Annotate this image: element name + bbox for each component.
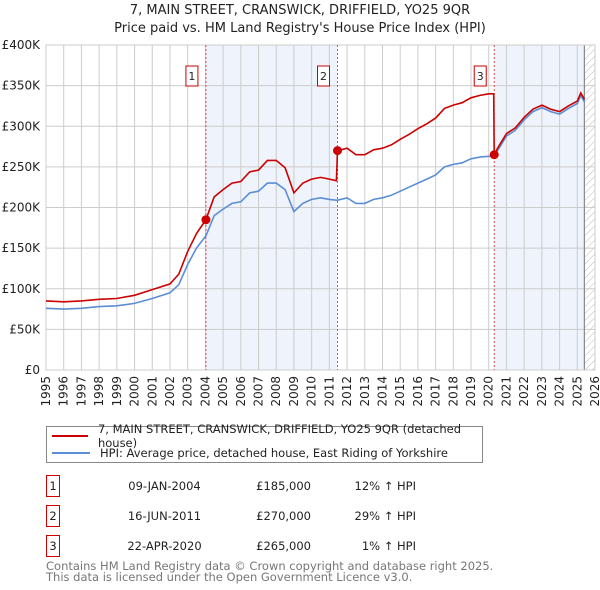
x-tick-label: 2001 — [145, 376, 159, 407]
price-chart: £0 £50K £100K £150K £200K £250K £300K £350K £400… — [2, 38, 600, 407]
x-tick-label: 2015 — [393, 376, 407, 407]
x-tick-label: 2011 — [322, 376, 336, 407]
chart-title: 7, MAIN STREET, CRANSWICK, DRIFFIELD, YO… — [129, 3, 471, 18]
x-tick-label: 2009 — [287, 376, 301, 407]
sale-row: 1 09-JAN-2004 £185,000 12% ↑ HPI — [46, 475, 446, 497]
x-tick-label: 2014 — [375, 376, 389, 407]
sale-label: 3 — [477, 70, 484, 83]
chart-subtitle: Price paid vs. HM Land Registry's House … — [114, 21, 486, 36]
legend-swatch-blue — [52, 452, 90, 454]
sale-label-box — [185, 65, 199, 87]
sale-date: 16-JUN-2011 — [127, 509, 202, 523]
sale-label: 2 — [320, 70, 327, 83]
y-tick-label: £200K — [2, 201, 42, 215]
sale-marker-badge: 3 — [46, 535, 60, 557]
x-tick-label: 2004 — [198, 376, 212, 407]
sale-point — [489, 150, 499, 160]
legend: 7, MAIN STREET, CRANSWICK, DRIFFIELD, YO… — [46, 422, 483, 463]
hpi-line — [45, 93, 586, 310]
legend-label: 7, MAIN STREET, CRANSWICK, DRIFFIELD, YO… — [97, 422, 462, 450]
legend-item-property: 7, MAIN STREET, CRANSWICK, DRIFFIELD, YO… — [47, 422, 482, 450]
legend-label: HPI: Average price, detached house, East… — [100, 446, 448, 460]
x-tick-label: 2005 — [216, 376, 230, 407]
y-tick-label: £350K — [2, 79, 42, 93]
x-tick-label: 2017 — [429, 376, 443, 407]
x-tick-label: 1997 — [74, 376, 88, 407]
sale-point — [201, 215, 211, 225]
x-tick-label: 2002 — [163, 376, 177, 407]
x-tick-label: 1996 — [57, 376, 71, 407]
x-tick-label: 2000 — [128, 376, 142, 407]
sale-point — [333, 146, 343, 156]
x-tick-label: 2025 — [570, 376, 584, 407]
x-tick-label: 2010 — [305, 376, 319, 407]
y-tick-label: £150K — [2, 241, 42, 255]
x-tick-label: 2008 — [269, 376, 283, 407]
y-tick-label: £250K — [2, 160, 42, 174]
x-tick-label: 2026 — [588, 376, 600, 407]
sale-label: 1 — [188, 70, 195, 83]
x-tick-label: 2003 — [181, 376, 195, 407]
y-tick-label: £300K — [2, 119, 42, 133]
sale-price: £185,000 — [256, 479, 311, 493]
x-tick-label: 2013 — [358, 376, 372, 407]
sale-price: £270,000 — [256, 509, 311, 523]
footer-licence: This data is licensed under the Open Gov… — [46, 570, 413, 584]
x-tick-label: 2007 — [252, 376, 266, 407]
price-paid-line — [45, 91, 586, 303]
sale-row: 2 16-JUN-2011 £270,000 29% ↑ HPI — [46, 505, 446, 527]
plot-border — [45, 44, 596, 371]
x-tick-label: 2020 — [482, 376, 496, 407]
x-tick-label: 2018 — [446, 376, 460, 407]
y-tick-label: £100K — [2, 282, 42, 296]
legend-item-hpi: HPI: Average price, detached house, East… — [47, 445, 448, 461]
x-tick-label: 2023 — [535, 376, 549, 407]
legend-swatch-red — [52, 435, 88, 437]
x-tick-label: 1998 — [92, 376, 106, 407]
sale-hpi-diff: 1% ↑ HPI — [361, 539, 416, 553]
sale-hpi-diff: 29% ↑ HPI — [354, 509, 416, 523]
sale-hpi-diff: 12% ↑ HPI — [354, 479, 416, 493]
x-tick-label: 2024 — [553, 376, 567, 407]
x-tick-label: 2019 — [464, 376, 478, 407]
sale-marker-badge: 1 — [46, 475, 60, 497]
x-tick-label: 2016 — [411, 376, 425, 407]
sale-marker-badge: 2 — [46, 505, 60, 527]
sale-row: 3 22-APR-2020 £265,000 1% ↑ HPI — [46, 535, 446, 557]
x-tick-label: 1999 — [110, 376, 124, 407]
footer-copyright: Contains HM Land Registry data © Crown c… — [46, 559, 494, 573]
x-tick-label: 2022 — [517, 376, 531, 407]
y-tick-label: £400K — [2, 38, 42, 52]
x-tick-label: 1995 — [39, 376, 53, 407]
x-tick-label: 2021 — [499, 376, 513, 407]
sale-label-box — [317, 65, 331, 87]
y-tick-label: £0 — [25, 363, 40, 377]
x-tick-label: 2006 — [234, 376, 248, 407]
sale-price: £265,000 — [256, 539, 311, 553]
sale-label-box — [473, 65, 487, 87]
x-tick-label: 2012 — [340, 376, 354, 407]
sale-date: 22-APR-2020 — [127, 539, 202, 553]
y-tick-label: £50K — [9, 322, 41, 336]
sale-date: 09-JAN-2004 — [128, 479, 201, 493]
